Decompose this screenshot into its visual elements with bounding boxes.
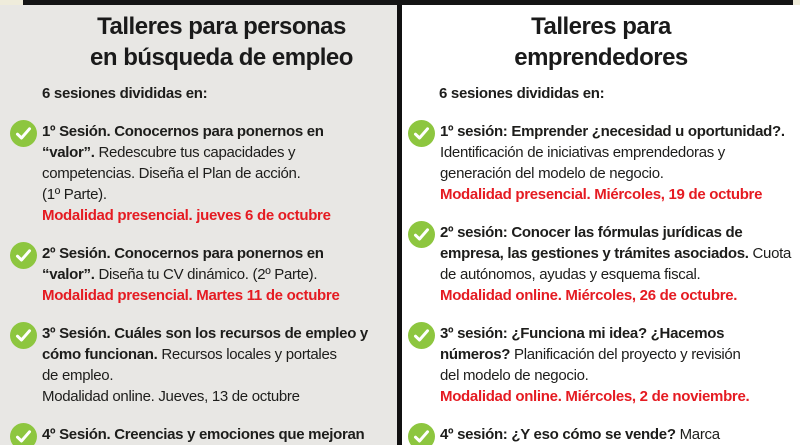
session-text: 2º sesión: Conocer las fórmulas jurídica… — [440, 222, 794, 306]
jobseeker-session-1: 1º Sesión. Conocernos para ponernos en “… — [10, 120, 391, 226]
session-body: 4º Sesión. Creencias y emociones que mej… — [42, 424, 391, 445]
jobseeker-session-3: 3º Sesión. Cuáles son los recursos de em… — [10, 322, 391, 407]
jobseeker-sessions-intro: 6 sesiones divididas en: — [42, 85, 208, 102]
check-icon — [10, 423, 37, 445]
session-title: 4º Sesión. Creencias y emociones que mej… — [42, 426, 365, 443]
check-icon — [408, 423, 435, 445]
session-title: 3º sesión: ¿Funciona mi idea? ¿Hacemos n… — [440, 325, 725, 363]
jobseeker-panel-title: Talleres para personas en búsqueda de em… — [90, 13, 353, 71]
session-body: 3º sesión: ¿Funciona mi idea? ¿Hacemos n… — [440, 323, 794, 386]
check-icon — [10, 322, 37, 349]
column-divider — [397, 0, 402, 445]
session-description: Diseña tu CV dinámico. (2º Parte). — [98, 266, 318, 283]
session-body: 4º sesión: ¿Y eso cómo se vende? Marca p… — [440, 424, 794, 445]
session-title: 1º Sesión. Conocernos para ponernos en “… — [42, 123, 324, 161]
check-icon — [408, 322, 435, 349]
entrepreneur-sessions-intro: 6 sesiones divididas en: — [439, 85, 605, 102]
session-description: Redescubre tus capacidades y competencia… — [42, 144, 301, 203]
session-title: 3º Sesión. Cuáles son los recursos de em… — [42, 325, 368, 363]
session-modality: Modalidad presencial. Martes 11 de octub… — [42, 287, 340, 304]
top-right-corner-accent — [793, 0, 800, 5]
session-body: 1º sesión: Emprender ¿necesidad u oportu… — [440, 121, 794, 184]
check-icon — [408, 221, 435, 248]
top-border-bar — [0, 0, 800, 5]
session-text: 1º sesión: Emprender ¿necesidad u oportu… — [440, 121, 794, 205]
session-modality: Modalidad presencial. jueves 6 de octubr… — [42, 207, 331, 224]
session-title: 2º Sesión. Conocernos para ponernos en “… — [42, 245, 324, 283]
session-text: 4º Sesión. Creencias y emociones que mej… — [42, 424, 391, 445]
entrepreneur-session-4: 4º sesión: ¿Y eso cómo se vende? Marca p… — [408, 423, 794, 445]
session-text: 3º Sesión. Cuáles son los recursos de em… — [42, 323, 391, 407]
jobseeker-workshops-panel: Talleres para personas en búsqueda de em… — [0, 0, 397, 445]
session-modality: Modalidad online. Miércoles, 2 de noviem… — [440, 388, 750, 405]
session-title: 4º sesión: ¿Y eso cómo se vende? — [440, 426, 676, 443]
session-description: Planificación del proyecto y revisión de… — [440, 346, 741, 384]
check-icon — [10, 120, 37, 147]
session-description: Marca personal y capacitación en medios … — [679, 426, 720, 443]
check-icon — [10, 242, 37, 269]
session-description: Recursos locales y portales de empleo. — [42, 346, 337, 384]
jobseeker-session-2: 2º Sesión. Conocernos para ponernos en “… — [10, 242, 391, 306]
session-body: 1º Sesión. Conocernos para ponernos en “… — [42, 121, 391, 205]
session-modality: Modalidad online. Miércoles, 26 de octub… — [440, 287, 738, 304]
session-body: 2º Sesión. Conocernos para ponernos en “… — [42, 243, 391, 285]
session-description: Identificación de iniciativas emprendedo… — [440, 144, 725, 182]
session-text: 4º sesión: ¿Y eso cómo se vende? Marca p… — [440, 424, 794, 445]
session-text: 2º Sesión. Conocernos para ponernos en “… — [42, 243, 391, 306]
session-description: Cuota de autónomos, ayudas y esquema fis… — [440, 245, 792, 283]
jobseeker-session-4: 4º Sesión. Creencias y emociones que mej… — [10, 423, 391, 445]
entrepreneur-session-1: 1º sesión: Emprender ¿necesidad u oportu… — [408, 120, 794, 205]
session-modality: Modalidad online. Jueves, 13 de octubre — [42, 388, 300, 405]
session-body: 2º sesión: Conocer las fórmulas jurídica… — [440, 222, 794, 285]
session-body: 3º Sesión. Cuáles son los recursos de em… — [42, 323, 391, 386]
entrepreneur-session-2: 2º sesión: Conocer las fórmulas jurídica… — [408, 221, 794, 306]
session-modality: Modalidad presencial. Miércoles, 19 de o… — [440, 186, 763, 203]
session-text: 1º Sesión. Conocernos para ponernos en “… — [42, 121, 391, 226]
session-title: 2º sesión: Conocer las fórmulas jurídica… — [440, 224, 749, 262]
entrepreneur-session-3: 3º sesión: ¿Funciona mi idea? ¿Hacemos n… — [408, 322, 794, 407]
session-text: 3º sesión: ¿Funciona mi idea? ¿Hacemos n… — [440, 323, 794, 407]
entrepreneur-workshops-panel: Talleres para emprendedores 6 sesiones d… — [402, 0, 800, 445]
top-left-corner-accent — [0, 0, 23, 5]
entrepreneur-panel-title: Talleres para emprendedores — [514, 13, 688, 71]
check-icon — [408, 120, 435, 147]
session-title: 1º sesión: Emprender ¿necesidad u oportu… — [440, 123, 785, 140]
